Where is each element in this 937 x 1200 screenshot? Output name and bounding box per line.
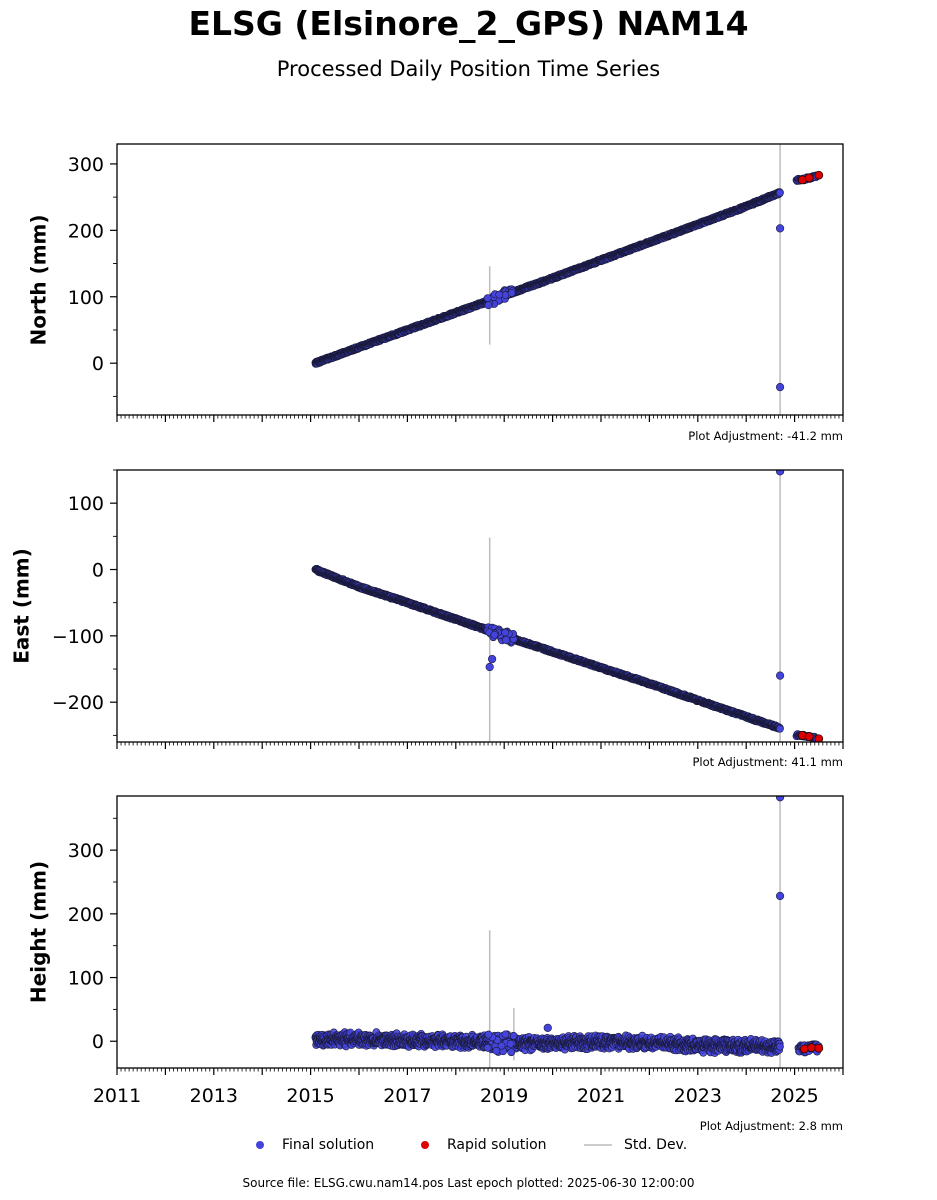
chart-title: ELSG (Elsinore_2_GPS) NAM14 <box>188 4 749 43</box>
plot-adjustment: Plot Adjustment: -41.2 mm <box>688 429 843 443</box>
outlier-point <box>775 383 785 392</box>
y-tick-label: 300 <box>68 154 104 176</box>
y-tick-label: 0 <box>92 353 104 375</box>
final-point <box>484 301 493 310</box>
plot-area <box>311 144 824 415</box>
panel-1: 0 100 200 300 North (mm) Plot Adjustment: -41… <box>27 143 844 443</box>
y-axis-label: North (mm) <box>27 214 51 345</box>
final-point <box>507 289 516 297</box>
outlier-point <box>775 224 785 233</box>
final-point <box>495 290 504 299</box>
y-tick-label: 100 <box>68 287 104 309</box>
rapid-point <box>804 173 814 183</box>
axes-frame <box>116 143 844 416</box>
final-point <box>483 294 492 302</box>
final-point <box>776 188 784 197</box>
rapid-point <box>814 170 824 180</box>
chart-subtitle: Processed Daily Position Time Series <box>276 57 661 81</box>
plot-area <box>311 470 824 742</box>
y-tick-label: 200 <box>68 220 104 242</box>
